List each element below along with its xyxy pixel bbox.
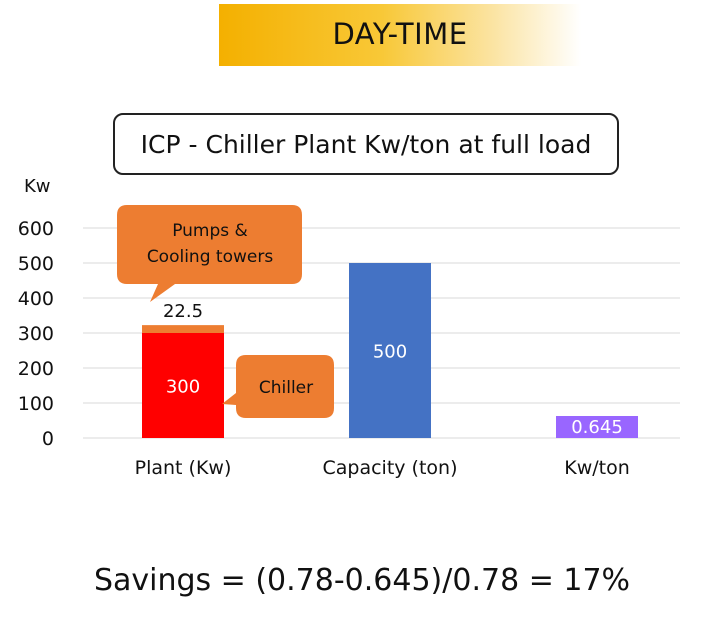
y-tick-label: 200 bbox=[18, 358, 54, 380]
y-tick-label: 600 bbox=[18, 218, 54, 240]
y-axis-label: Kw bbox=[24, 176, 51, 197]
data-label: 0.645 bbox=[571, 417, 623, 438]
data-label: 300 bbox=[166, 377, 200, 398]
callout-chiller-text: Chiller bbox=[259, 378, 313, 398]
bar bbox=[142, 333, 224, 438]
callout-pumps bbox=[117, 205, 302, 302]
x-tick-label: Capacity (ton) bbox=[322, 457, 457, 479]
bar bbox=[556, 416, 638, 438]
y-tick-label: 100 bbox=[18, 393, 54, 415]
bar bbox=[142, 325, 224, 333]
banner-title: DAY-TIME bbox=[332, 17, 468, 51]
data-label: 500 bbox=[373, 342, 407, 363]
y-tick-label: 0 bbox=[42, 428, 54, 450]
callout-pumps-text: Cooling towers bbox=[147, 247, 274, 267]
y-tick-label: 400 bbox=[18, 288, 54, 310]
y-tick-label: 300 bbox=[18, 323, 54, 345]
y-tick-label: 500 bbox=[18, 253, 54, 275]
bar bbox=[349, 263, 431, 438]
banner: DAY-TIME bbox=[219, 4, 581, 66]
savings-formula: Savings = (0.78-0.645)/0.78 = 17% bbox=[93, 563, 631, 598]
data-label: 22.5 bbox=[163, 301, 203, 322]
x-tick-label: Kw/ton bbox=[564, 457, 630, 479]
callout-pumps-text: Pumps & bbox=[172, 221, 248, 241]
chart-title: ICP - Chiller Plant Kw/ton at full load bbox=[140, 130, 592, 159]
callout-chiller bbox=[222, 355, 334, 418]
x-tick-label: Plant (Kw) bbox=[135, 457, 232, 479]
chart-title-box: ICP - Chiller Plant Kw/ton at full load bbox=[113, 113, 619, 175]
